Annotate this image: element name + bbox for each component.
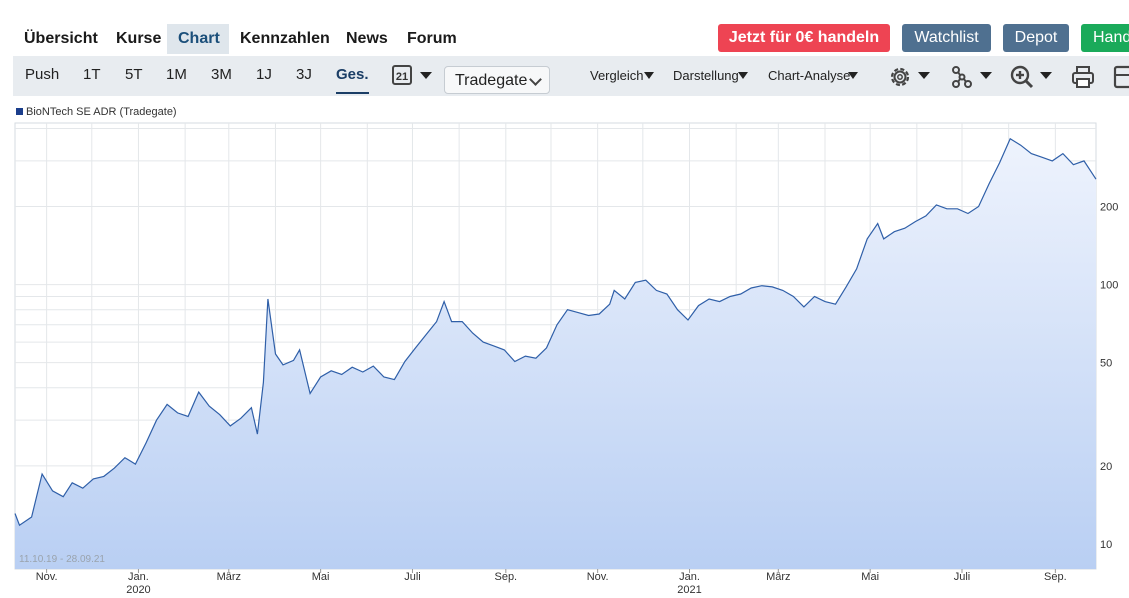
range-push[interactable]: Push [25, 66, 60, 83]
tab-uebersicht[interactable]: Übersicht [24, 30, 98, 47]
calendar-icon[interactable]: 21 [392, 65, 412, 85]
range-1t[interactable]: 1T [83, 66, 101, 83]
x-tick-label: Jan. [128, 571, 149, 583]
tab-kurse[interactable]: Kurse [116, 30, 162, 47]
legend-series-label: BioNTech SE ADR (Tradegate) [26, 106, 177, 118]
chart-analyse-caret-icon[interactable] [848, 72, 858, 79]
chart-legend: BioNTech SE ADR (Tradegate) [16, 106, 177, 118]
exchange-select[interactable]: Tradegate [444, 66, 550, 94]
chart-toolbar [13, 56, 1129, 96]
x-tick-label: Jan. [679, 571, 700, 583]
vergleich-caret-icon[interactable] [644, 72, 654, 79]
price-area [15, 138, 1096, 570]
y-tick-label: 20 [1100, 461, 1112, 473]
y-tick-label: 10 [1100, 539, 1112, 551]
x-tick-label: Juli [954, 571, 971, 583]
range-3j[interactable]: 3J [296, 66, 312, 83]
calendar-dropdown-caret-icon[interactable] [420, 72, 432, 79]
x-tick-year-label: 2020 [126, 584, 150, 596]
zoom-caret-icon[interactable] [1040, 72, 1052, 79]
export-icon[interactable] [1112, 64, 1129, 90]
date-range-label: 11.10.19 - 28.09.21 [19, 554, 105, 565]
gear-caret-icon[interactable] [918, 72, 930, 79]
y-tick-label: 50 [1100, 358, 1112, 370]
x-tick-label: Mai [312, 571, 330, 583]
range-gesamt[interactable]: Ges. [336, 56, 369, 96]
x-tick-label: Mai [861, 571, 879, 583]
x-tick-label: März [217, 571, 241, 583]
x-tick-label: Juli [404, 571, 421, 583]
menu-chart-analyse[interactable]: Chart-Analyse [768, 68, 851, 83]
tab-kennzahlen[interactable]: Kennzahlen [240, 30, 330, 47]
range-1j[interactable]: 1J [256, 66, 272, 83]
main-nav: Übersicht Kurse Chart Kennzahlen News Fo… [0, 24, 1129, 54]
range-1m[interactable]: 1M [166, 66, 187, 83]
trade-now-button[interactable]: Jetzt für 0€ handeln [718, 24, 890, 52]
menu-vergleich[interactable]: Vergleich [590, 68, 644, 83]
print-icon[interactable] [1070, 64, 1096, 90]
x-tick-label: Sep. [494, 571, 517, 583]
range-5t[interactable]: 5T [125, 66, 143, 83]
share-caret-icon[interactable] [980, 72, 992, 79]
share-nodes-icon[interactable] [949, 64, 975, 90]
depot-button[interactable]: Depot [1003, 24, 1069, 52]
tab-chart[interactable]: Chart [167, 24, 229, 54]
exchange-select-value: Tradegate [455, 72, 528, 89]
zoom-in-icon[interactable] [1008, 64, 1036, 90]
x-tick-label: Nov. [587, 571, 609, 583]
tab-news[interactable]: News [346, 30, 388, 47]
x-tick-year-label: 2021 [677, 584, 701, 596]
range-3m[interactable]: 3M [211, 66, 232, 83]
x-tick-label: März [766, 571, 790, 583]
legend-swatch [16, 108, 23, 115]
y-tick-label: 100 [1100, 280, 1118, 292]
tab-forum[interactable]: Forum [407, 30, 457, 47]
x-tick-label: Nov. [36, 571, 58, 583]
y-tick-label: 200 [1100, 202, 1118, 214]
x-tick-label: Sep. [1044, 571, 1067, 583]
gear-icon[interactable] [887, 64, 913, 90]
watchlist-button[interactable]: Watchlist [902, 24, 991, 52]
handel-button[interactable]: Hand [1081, 24, 1129, 52]
darstellung-caret-icon[interactable] [738, 72, 748, 79]
price-line [14, 137, 1097, 527]
menu-darstellung[interactable]: Darstellung [673, 68, 739, 83]
